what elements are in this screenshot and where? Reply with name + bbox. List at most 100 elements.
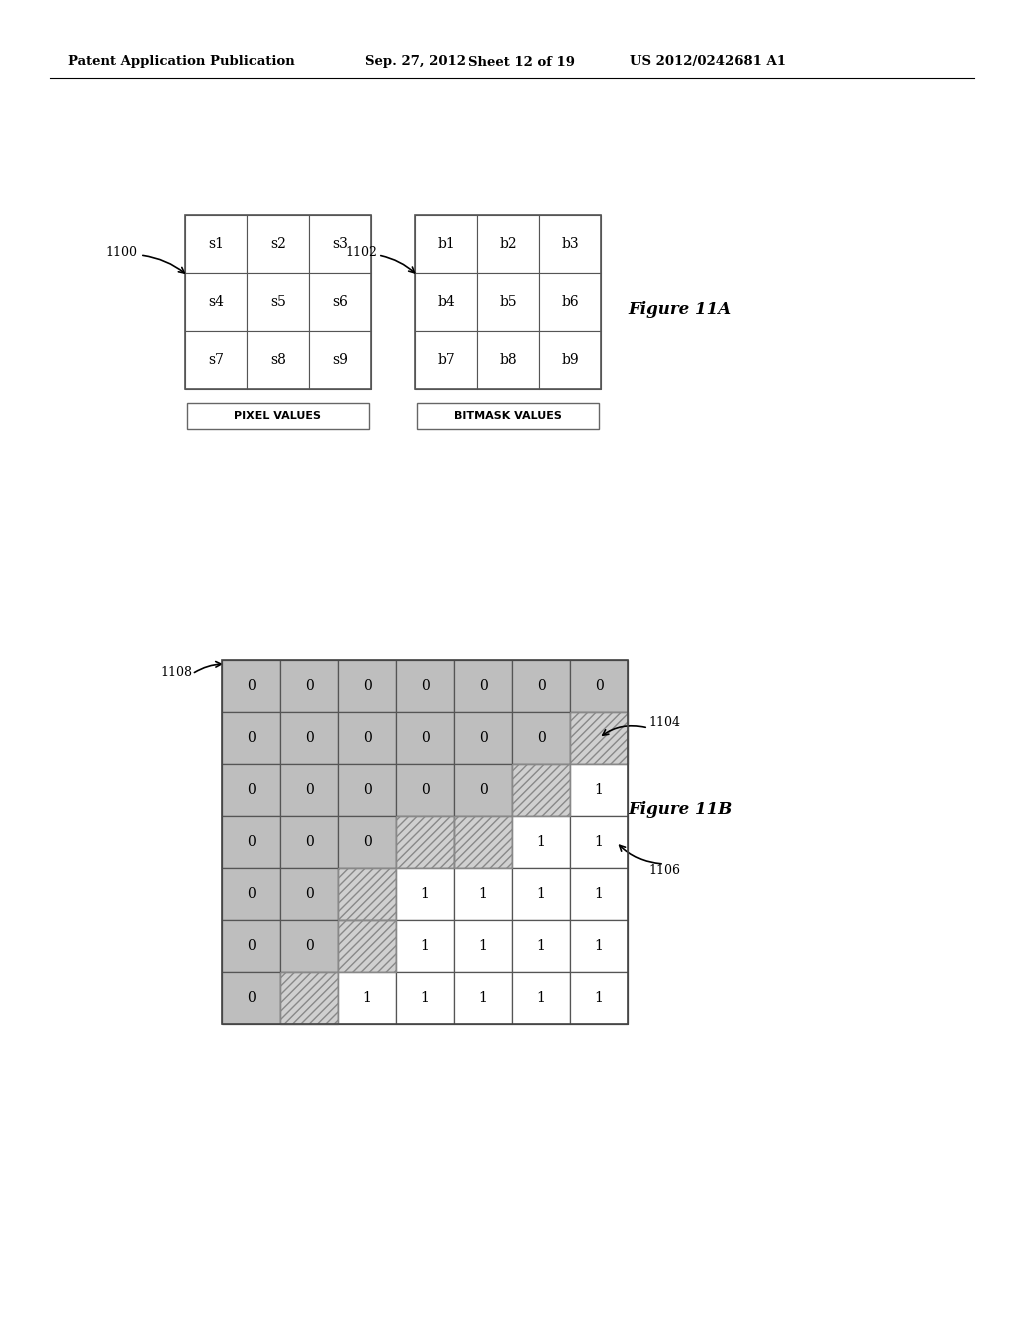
Text: 0: 0 [421, 678, 429, 693]
Bar [454, 972, 512, 1024]
Bar [185, 273, 247, 331]
Text: 1: 1 [421, 939, 429, 953]
Bar [539, 331, 601, 389]
Text: 0: 0 [537, 678, 546, 693]
Text: b3: b3 [561, 238, 579, 251]
Text: 0: 0 [304, 783, 313, 797]
Text: 0: 0 [421, 783, 429, 797]
Bar [222, 764, 280, 816]
Bar [477, 273, 539, 331]
Text: 0: 0 [304, 678, 313, 693]
Bar [222, 816, 280, 869]
Text: 0: 0 [362, 783, 372, 797]
Bar [338, 816, 396, 869]
Bar [280, 816, 338, 869]
Text: s2: s2 [270, 238, 286, 251]
Text: 0: 0 [247, 783, 255, 797]
Text: 1: 1 [595, 783, 603, 797]
Bar [454, 764, 512, 816]
Text: b2: b2 [499, 238, 517, 251]
Bar [222, 660, 280, 711]
Bar [280, 920, 338, 972]
Bar [570, 816, 628, 869]
Text: US 2012/0242681 A1: US 2012/0242681 A1 [630, 55, 786, 69]
Bar [338, 869, 396, 920]
Bar [396, 660, 454, 711]
Bar [280, 660, 338, 711]
Bar [454, 816, 512, 869]
Text: 1: 1 [421, 887, 429, 902]
Text: 1: 1 [595, 991, 603, 1005]
Text: Figure 11B: Figure 11B [628, 801, 732, 818]
Bar [570, 711, 628, 764]
Text: 0: 0 [478, 783, 487, 797]
Text: b1: b1 [437, 238, 455, 251]
Bar [415, 331, 477, 389]
Text: s7: s7 [208, 352, 224, 367]
Bar [396, 920, 454, 972]
Text: b6: b6 [561, 294, 579, 309]
Text: 0: 0 [362, 678, 372, 693]
Bar [185, 215, 247, 273]
Bar [222, 869, 280, 920]
Text: 0: 0 [478, 678, 487, 693]
Bar [477, 215, 539, 273]
Bar [454, 869, 512, 920]
Bar [185, 215, 371, 389]
Bar [512, 660, 570, 711]
Bar [512, 816, 570, 869]
Text: 0: 0 [304, 731, 313, 744]
Text: 1108: 1108 [160, 665, 193, 678]
Text: 0: 0 [247, 991, 255, 1005]
Text: s6: s6 [332, 294, 348, 309]
Bar [415, 273, 477, 331]
Text: 1: 1 [595, 887, 603, 902]
Bar [454, 816, 512, 869]
Text: BITMASK VALUES: BITMASK VALUES [454, 411, 562, 421]
Text: 0: 0 [304, 887, 313, 902]
Bar [309, 215, 371, 273]
Text: 1: 1 [362, 991, 372, 1005]
Bar [338, 711, 396, 764]
Text: s1: s1 [208, 238, 224, 251]
Text: s3: s3 [332, 238, 348, 251]
Text: 0: 0 [247, 731, 255, 744]
Bar [280, 972, 338, 1024]
Text: 1: 1 [478, 991, 487, 1005]
Bar [539, 273, 601, 331]
Bar [280, 711, 338, 764]
Text: 0: 0 [247, 836, 255, 849]
Text: 1: 1 [537, 887, 546, 902]
Text: s9: s9 [332, 352, 348, 367]
Bar [415, 215, 601, 389]
Bar [280, 972, 338, 1024]
Text: 1: 1 [478, 939, 487, 953]
Text: b9: b9 [561, 352, 579, 367]
Bar [570, 711, 628, 764]
Text: 0: 0 [247, 887, 255, 902]
Text: Patent Application Publication: Patent Application Publication [68, 55, 295, 69]
Text: 1: 1 [595, 836, 603, 849]
Bar [512, 764, 570, 816]
Bar [512, 972, 570, 1024]
Text: 1: 1 [537, 939, 546, 953]
Text: 1: 1 [478, 887, 487, 902]
Text: 1100: 1100 [105, 247, 137, 260]
Bar [247, 331, 309, 389]
Text: Sep. 27, 2012: Sep. 27, 2012 [365, 55, 466, 69]
Text: 0: 0 [362, 731, 372, 744]
Bar [512, 711, 570, 764]
Bar [570, 869, 628, 920]
Bar [185, 331, 247, 389]
Text: 0: 0 [304, 836, 313, 849]
Text: 0: 0 [247, 678, 255, 693]
Bar [309, 273, 371, 331]
Text: 0: 0 [478, 731, 487, 744]
Text: s4: s4 [208, 294, 224, 309]
Bar [222, 920, 280, 972]
Bar [415, 215, 477, 273]
Bar [338, 972, 396, 1024]
Bar [396, 869, 454, 920]
Text: 0: 0 [362, 836, 372, 849]
Bar [338, 660, 396, 711]
